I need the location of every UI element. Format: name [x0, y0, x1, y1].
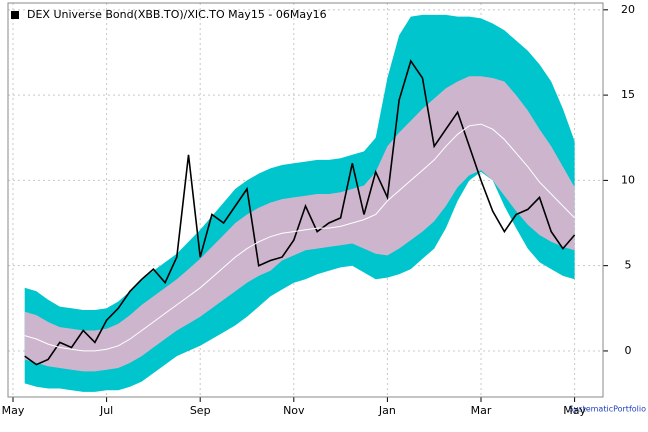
footer-credit: SystematicPortfolio [569, 405, 647, 414]
x-tick-label: May [2, 404, 25, 417]
y-tick-label: 5 [625, 259, 632, 272]
x-tick-label: Jul [99, 404, 113, 417]
y-tick-label: 20 [621, 3, 635, 16]
x-tick-label: Jan [378, 404, 396, 417]
x-tick-label: Mar [471, 404, 492, 417]
y-tick-label: 15 [621, 88, 635, 101]
plot-border [7, 2, 604, 398]
mean-line [24, 123, 575, 352]
price-line [24, 59, 576, 366]
x-tick-label: Sep [190, 404, 211, 417]
legend-swatch [11, 11, 19, 19]
legend-label: DEX Universe Bond(XBB.TO)/XIC.TO May15 -… [27, 8, 327, 21]
x-tick-label: Nov [283, 404, 305, 417]
y-tick-label: 0 [625, 344, 632, 357]
y-tick-label: 10 [621, 173, 635, 186]
x-tick-label: May [563, 404, 586, 417]
